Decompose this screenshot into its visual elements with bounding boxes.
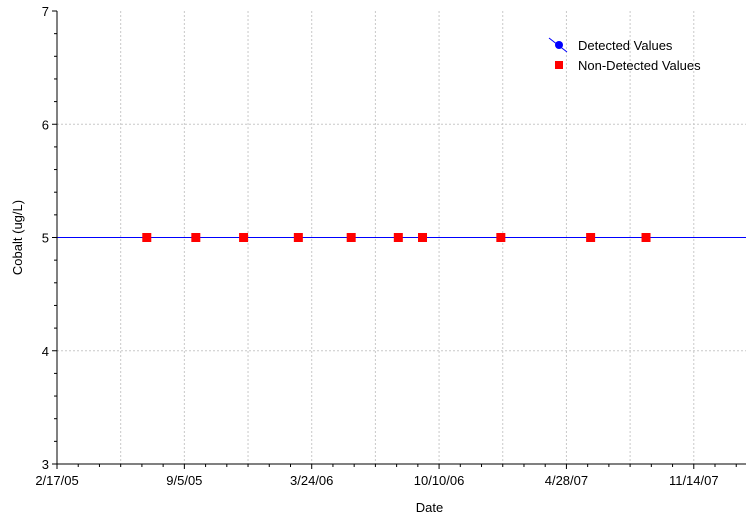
y-axis-title: Cobalt (ug/L) bbox=[10, 200, 25, 275]
non-detected-point bbox=[239, 233, 248, 242]
non-detected-point bbox=[496, 233, 505, 242]
non-detected-point bbox=[418, 233, 427, 242]
legend-label: Non-Detected Values bbox=[578, 58, 701, 73]
x-tick-label: 4/28/07 bbox=[545, 473, 588, 488]
x-tick-label: 10/10/06 bbox=[414, 473, 465, 488]
non-detected-point bbox=[347, 233, 356, 242]
non-detected-point bbox=[191, 233, 200, 242]
non-detected-point bbox=[586, 233, 595, 242]
x-tick-label: 9/5/05 bbox=[166, 473, 202, 488]
y-tick-label: 7 bbox=[42, 4, 49, 19]
x-tick-label: 2/17/05 bbox=[35, 473, 78, 488]
non-detected-point bbox=[142, 233, 151, 242]
x-tick-label: 3/24/06 bbox=[290, 473, 333, 488]
non-detected-point bbox=[394, 233, 403, 242]
non-detected-point bbox=[294, 233, 303, 242]
legend-square-marker bbox=[555, 61, 563, 69]
y-tick-label: 6 bbox=[42, 117, 49, 132]
y-tick-label: 5 bbox=[42, 231, 49, 246]
non-detected-point bbox=[642, 233, 651, 242]
y-tick-label: 4 bbox=[42, 344, 49, 359]
y-tick-label: 3 bbox=[42, 457, 49, 472]
legend-circle-marker bbox=[555, 41, 563, 49]
x-axis-title: Date bbox=[416, 500, 443, 515]
x-tick-label: 11/14/07 bbox=[669, 473, 719, 488]
legend-label: Detected Values bbox=[578, 38, 673, 53]
